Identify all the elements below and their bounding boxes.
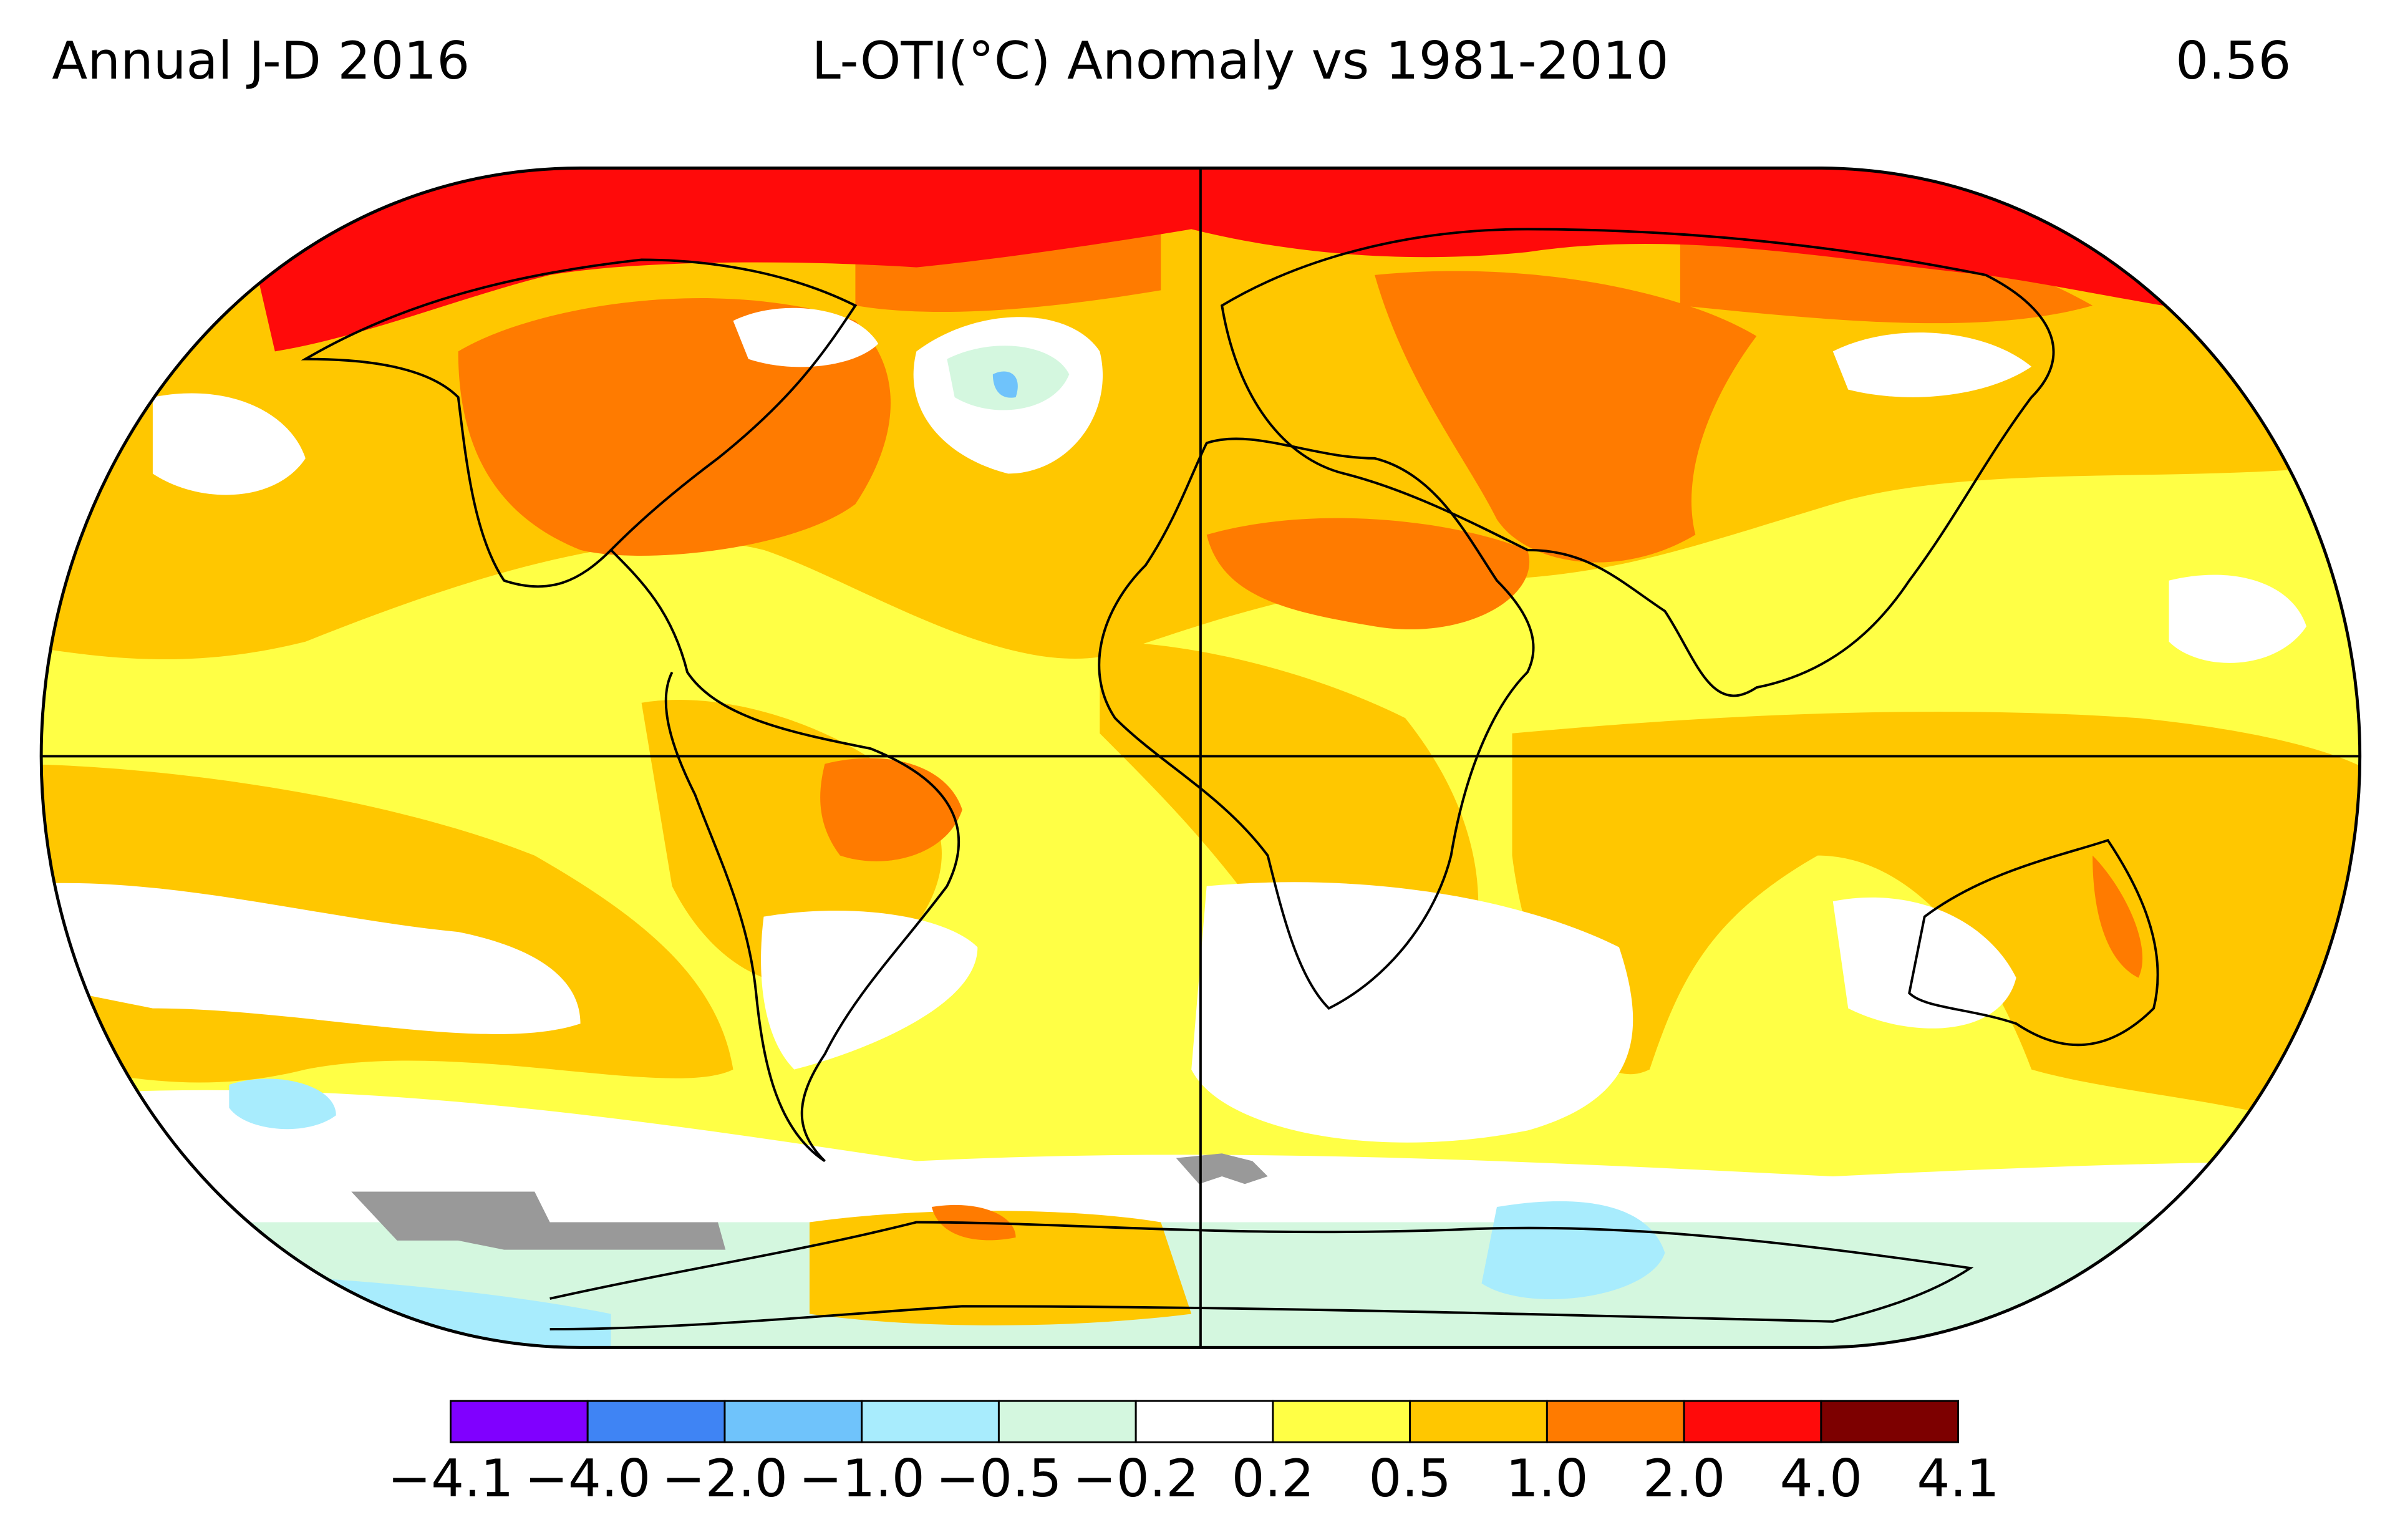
colorbar-swatch <box>449 1400 589 1443</box>
map-title: L-OTI(°C) Anomaly vs 1981-2010 <box>812 31 1669 91</box>
global-mean: 0.56 <box>2175 31 2291 91</box>
colorbar-swatch <box>723 1400 863 1443</box>
colorbar-label: −0.5 <box>936 1448 1062 1509</box>
colorbar-label: 4.0 <box>1780 1448 1862 1509</box>
anomaly-map <box>41 168 2360 1348</box>
colorbar-label: −2.0 <box>662 1448 788 1509</box>
colorbar-label: −1.0 <box>799 1448 925 1509</box>
colorbar-label: −0.2 <box>1073 1448 1199 1509</box>
colorbar-label: 4.1 <box>1917 1448 1999 1509</box>
colorbar-swatch <box>861 1400 1000 1443</box>
colorbar-swatch <box>1546 1400 1685 1443</box>
colorbar-label: −4.1 <box>387 1448 513 1509</box>
colorbar-swatch <box>1683 1400 1822 1443</box>
period-label: Annual J-D 2016 <box>52 31 470 91</box>
colorbar-label: 0.5 <box>1368 1448 1451 1509</box>
colorbar-label: 1.0 <box>1506 1448 1588 1509</box>
colorbar-swatch <box>1820 1400 1960 1443</box>
colorbar-swatch <box>997 1400 1137 1443</box>
map-border <box>39 166 2362 1349</box>
colorbar-swatch <box>1135 1400 1274 1443</box>
colorbar-swatch <box>586 1400 726 1443</box>
colorbar-swatch <box>1409 1400 1548 1443</box>
colorbar-label: 0.2 <box>1232 1448 1314 1509</box>
colorbar: −4.1 −4.0 −2.0 −1.0 −0.5 −0.2 0.2 0.5 1.0 2.0 4.0 4… <box>387 1400 2000 1509</box>
colorbar-label: −4.0 <box>525 1448 651 1509</box>
colorbar-swatch <box>1272 1400 1411 1443</box>
colorbar-label: 2.0 <box>1643 1448 1725 1509</box>
